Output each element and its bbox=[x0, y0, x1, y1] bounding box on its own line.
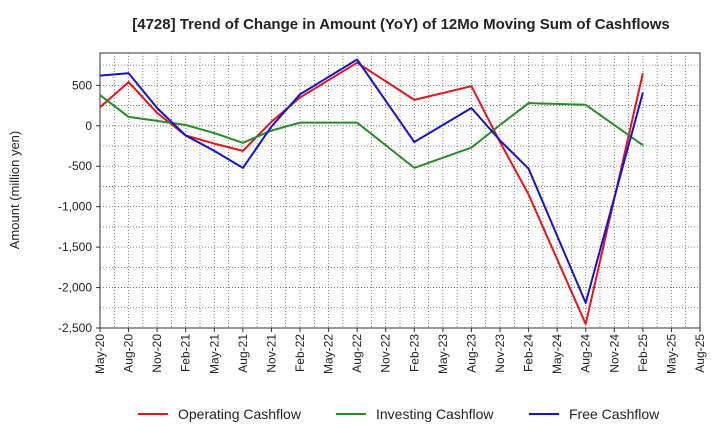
y-tick-label: -1,000 bbox=[58, 200, 92, 214]
x-tick-label: Aug-25 bbox=[693, 334, 707, 373]
legend: Operating Cashflow Investing Cashflow Free… bbox=[138, 406, 660, 422]
series-layer bbox=[99, 58, 644, 325]
x-tick-label: May-21 bbox=[207, 334, 221, 374]
x-tick-label: Nov-21 bbox=[264, 334, 278, 373]
y-tick-label: 500 bbox=[72, 78, 92, 92]
x-tick-label: Nov-23 bbox=[493, 334, 507, 373]
x-axis: May-20 Aug-20 Nov-20 Feb-21 May-21 Aug-21 Nov-… bbox=[93, 328, 707, 374]
x-tick-label: Feb-24 bbox=[522, 334, 536, 372]
x-tick-label: Feb-21 bbox=[179, 334, 193, 372]
plot-area bbox=[99, 52, 701, 329]
x-tick-label: Aug-24 bbox=[579, 334, 593, 373]
x-tick-label: May-23 bbox=[436, 334, 450, 374]
legend-label-free-cashflow: Free Cashflow bbox=[569, 406, 660, 422]
x-tick-label: May-25 bbox=[664, 334, 678, 374]
series-line-free-cashflow bbox=[99, 58, 644, 304]
x-tick-label: May-24 bbox=[550, 334, 564, 374]
x-tick-label: Aug-20 bbox=[122, 334, 136, 373]
grid bbox=[100, 53, 700, 328]
y-tick-label: -1,500 bbox=[58, 240, 92, 254]
chart-title: [4728] Trend of Change in Amount (YoY) o… bbox=[132, 16, 670, 33]
y-tick-label: -500 bbox=[68, 159, 92, 173]
x-tick-label: Nov-22 bbox=[379, 334, 393, 373]
x-tick-label: Feb-25 bbox=[636, 334, 650, 372]
x-tick-label: Feb-23 bbox=[407, 334, 421, 372]
y-axis: 500 0 -500 -1,000 -1,500 -2,000 -2,500 bbox=[58, 78, 100, 335]
y-axis-label: Amount (million yen) bbox=[7, 131, 22, 250]
series-line-operating-cashflow bbox=[99, 61, 644, 325]
series-line-investing-cashflow bbox=[99, 94, 644, 169]
x-tick-label: Nov-24 bbox=[607, 334, 621, 373]
y-tick-label: -2,500 bbox=[58, 321, 92, 335]
legend-label-investing-cashflow: Investing Cashflow bbox=[376, 406, 494, 422]
y-tick-label: 0 bbox=[85, 119, 92, 133]
x-tick-label: Feb-22 bbox=[293, 334, 307, 372]
x-tick-label: Aug-23 bbox=[464, 334, 478, 373]
x-tick-label: May-20 bbox=[93, 334, 107, 374]
y-tick-label: -2,000 bbox=[58, 281, 92, 295]
x-tick-label: Aug-21 bbox=[236, 334, 250, 373]
x-tick-label: Aug-22 bbox=[350, 334, 364, 373]
x-tick-label: Nov-20 bbox=[150, 334, 164, 373]
x-tick-label: May-22 bbox=[322, 334, 336, 374]
plot-border bbox=[99, 52, 701, 329]
legend-label-operating-cashflow: Operating Cashflow bbox=[178, 406, 302, 422]
